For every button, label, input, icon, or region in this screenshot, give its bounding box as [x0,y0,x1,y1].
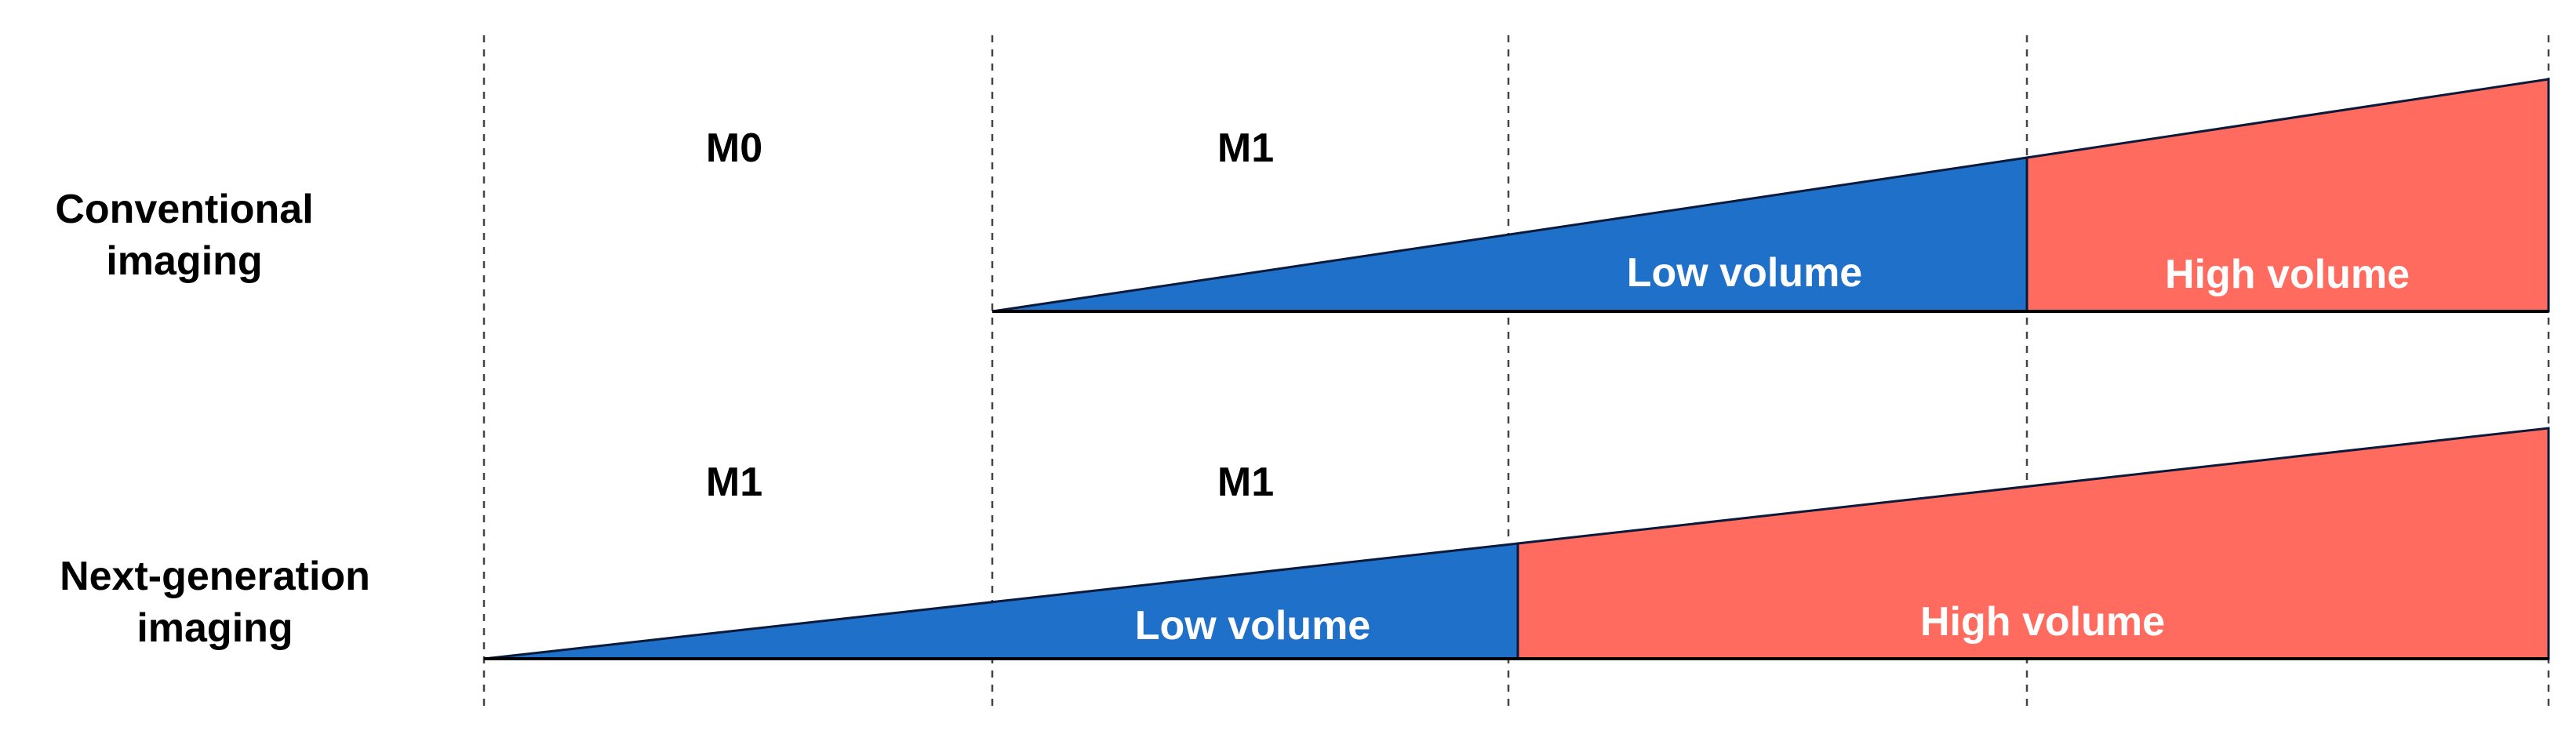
next-generation-imaging-row: Next-generation imaging M1 M1 Low volume… [60,427,2550,660]
conventional-imaging-row: Conventional imaging M0 M1 Low volume Hi… [55,78,2550,313]
stage-label-m1: M1 [1217,125,1274,171]
row-label-line-1: Next-generation [60,554,370,599]
stage-label-m1-left: M1 [706,460,762,505]
low-volume-wedge [991,156,2028,313]
high-volume-label: High volume [1920,599,2165,645]
row-label-line-2: imaging [136,605,293,651]
low-volume-label: Low volume [1627,250,1862,296]
row-label-line-2: imaging [106,238,262,284]
stage-label-m1-right: M1 [1217,460,1274,505]
stage-label-m0: M0 [706,125,762,171]
row-label-line-1: Conventional [55,187,313,232]
low-volume-label: Low volume [1135,603,1370,649]
high-volume-label: High volume [2165,252,2410,297]
